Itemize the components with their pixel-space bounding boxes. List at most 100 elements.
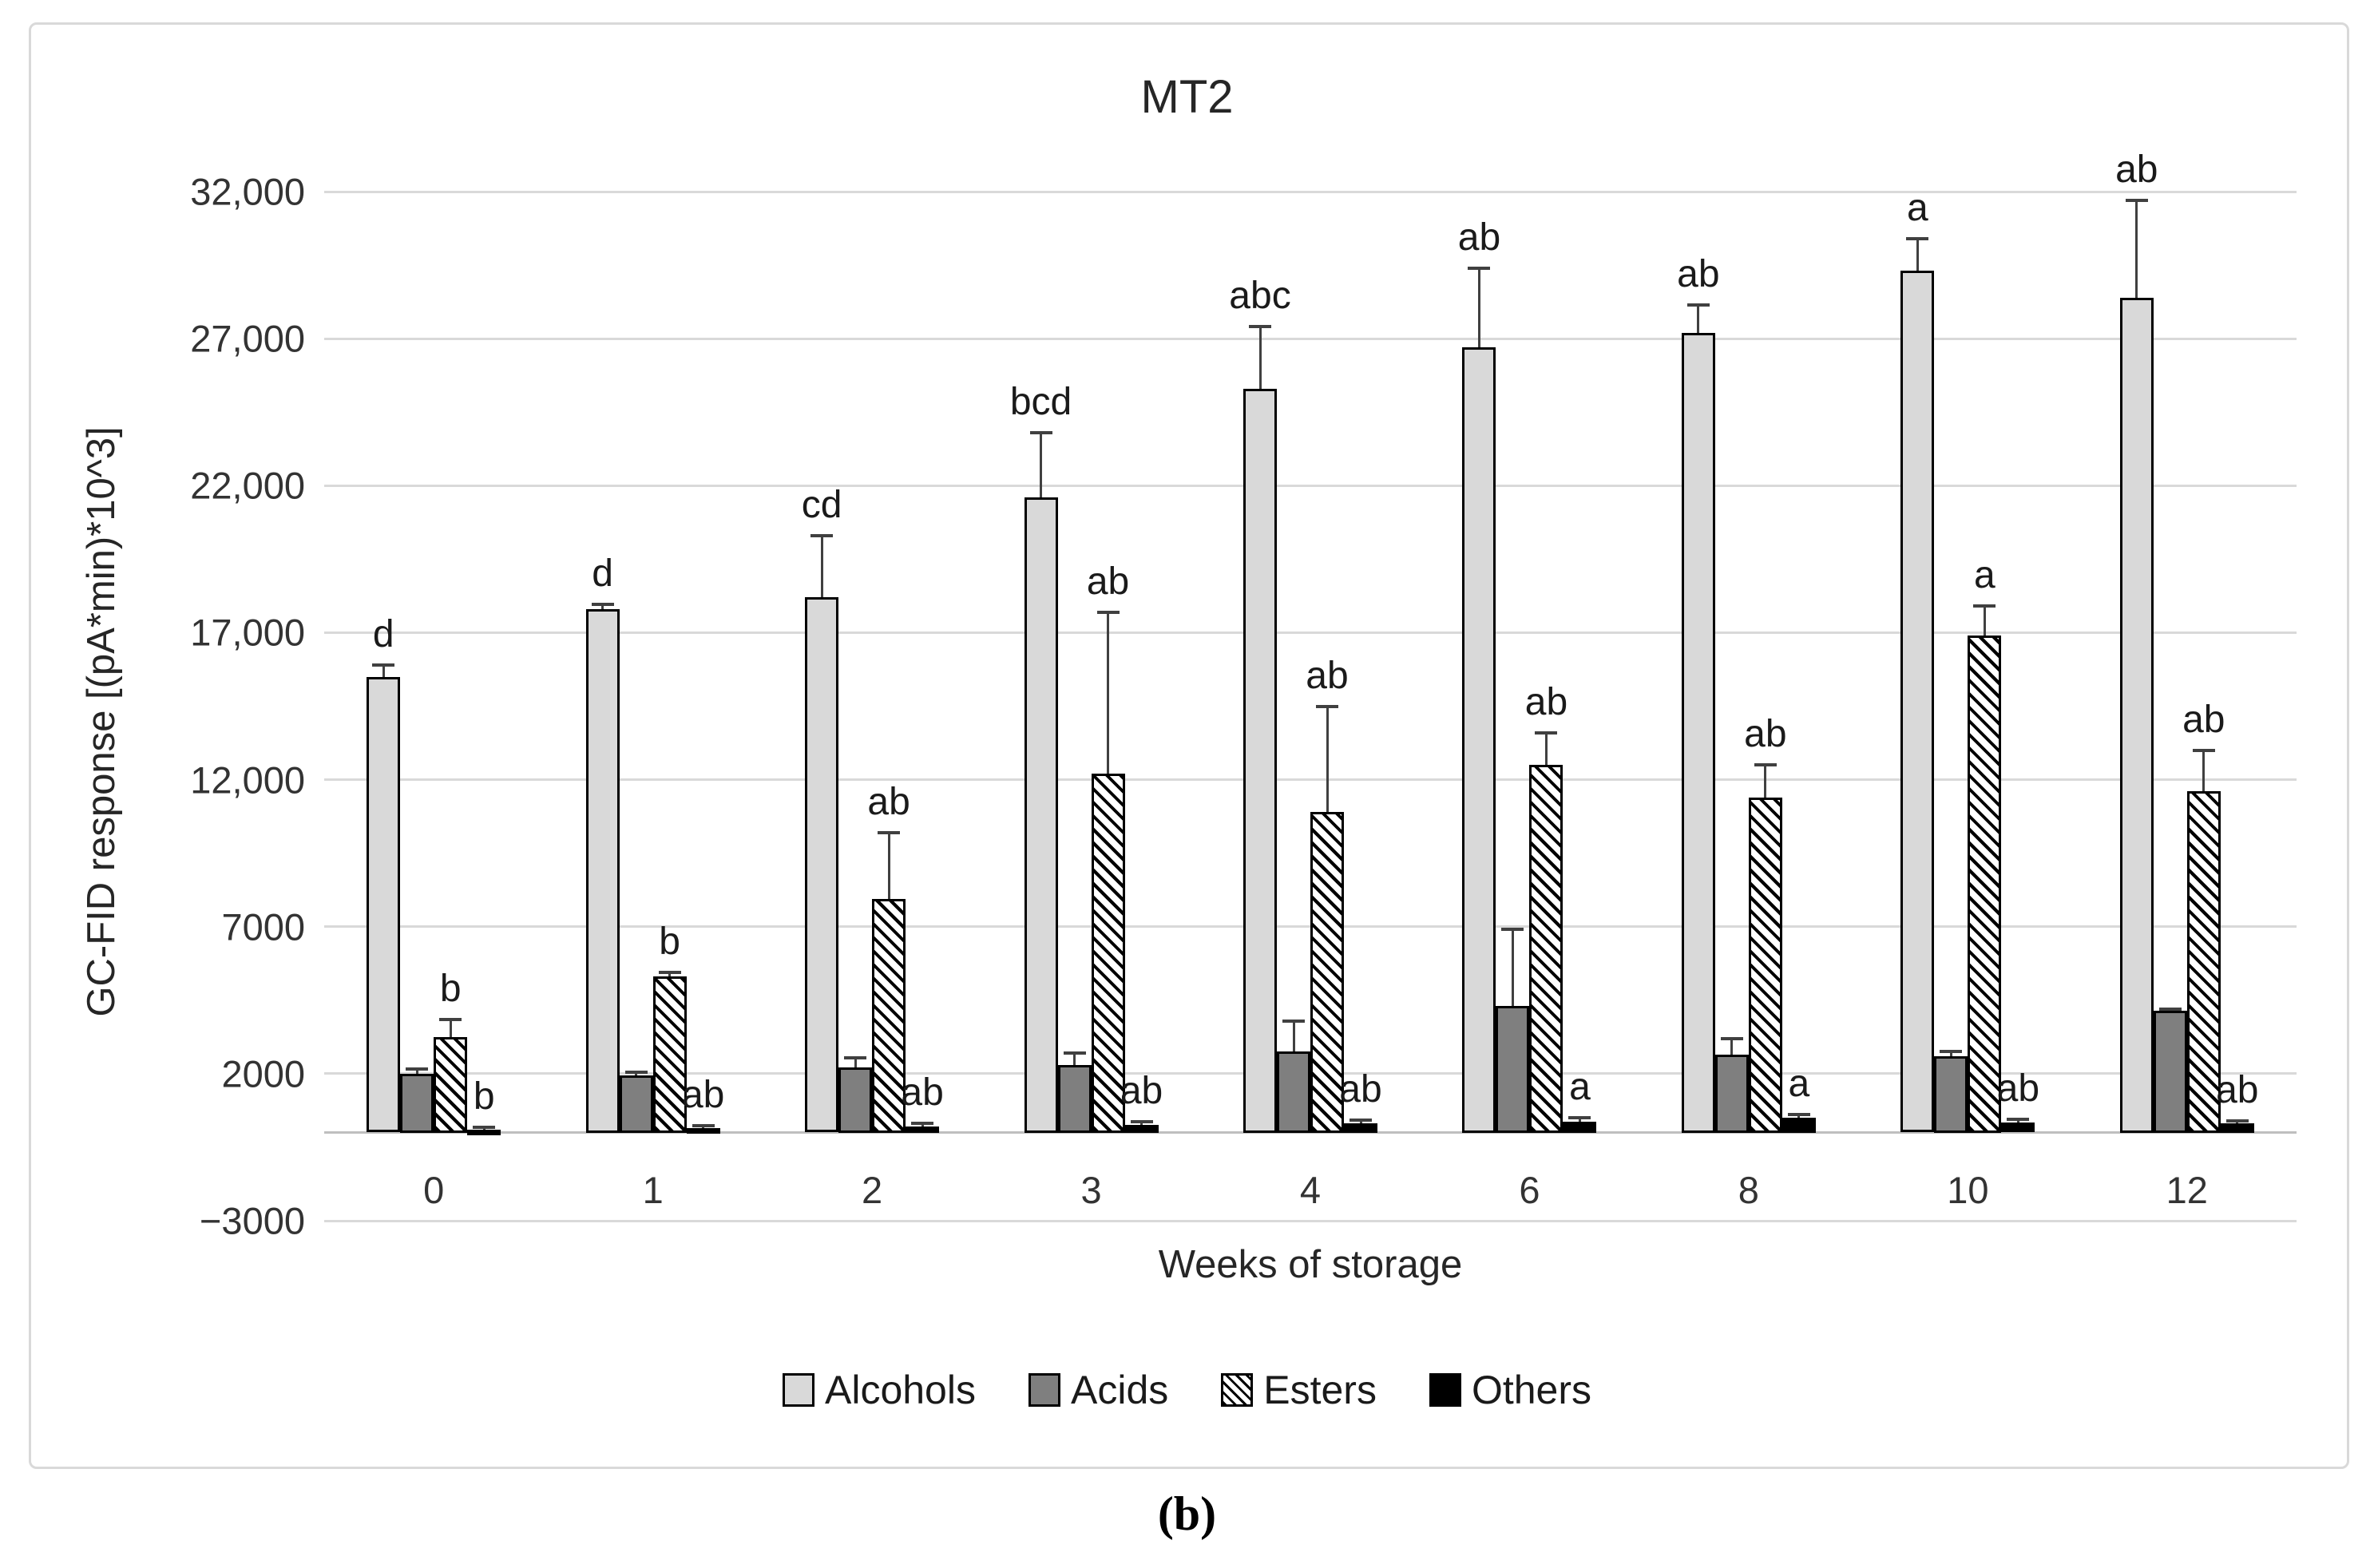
bar-esters-week-1	[652, 976, 687, 1133]
error-bar-cap	[1130, 1119, 1153, 1123]
bar-esters-week-0	[434, 1036, 468, 1133]
legend-item-esters: Esters	[1221, 1367, 1377, 1413]
bar-others-week-10	[2001, 1122, 2035, 1133]
significance-letter: ab	[1744, 713, 1787, 756]
bar-acids-week-12	[2153, 1010, 2187, 1133]
significance-letter: ab	[1524, 680, 1568, 723]
significance-letter: ab	[2182, 698, 2225, 741]
significance-letter: ab	[1306, 654, 1349, 697]
error-bar-cap	[1282, 1019, 1305, 1023]
significance-letter: abc	[1229, 275, 1291, 318]
bar-others-week-8	[1781, 1118, 1816, 1133]
bar-acids-week-4	[1277, 1051, 1310, 1133]
bar-others-week-3	[1124, 1125, 1159, 1133]
bar-esters-week-2	[872, 898, 906, 1133]
bar-others-week-2	[906, 1127, 940, 1133]
y-tick-label: 32,000	[190, 170, 305, 213]
y-axis-tick-labels: 32,000 27,000 22,000 17,000 12,000 7000 2000 −3…	[96, 0, 305, 1568]
significance-letter: b	[439, 967, 462, 1010]
bar-alcohols-week-8	[1681, 332, 1715, 1133]
error-bar-cap	[1940, 1050, 1963, 1054]
error-bar-cap	[473, 1125, 496, 1129]
significance-letter: a	[1973, 554, 1996, 597]
legend-label: Others	[1471, 1368, 1592, 1412]
y-tick-label: 22,000	[190, 464, 305, 507]
error-bar	[1697, 304, 1700, 333]
bar-esters-week-12	[2186, 791, 2221, 1133]
gridline	[324, 190, 2297, 193]
bar-others-week-6	[1563, 1121, 1597, 1133]
error-bar	[1140, 1121, 1143, 1126]
error-bar	[415, 1069, 418, 1074]
error-bar-cap	[1029, 430, 1052, 434]
bar-esters-week-4	[1310, 812, 1344, 1133]
significance-letter: bcd	[1009, 380, 1072, 423]
error-bar-cap	[2007, 1117, 2030, 1121]
significance-letter: ab	[901, 1071, 944, 1115]
significance-letter: ab	[2216, 1068, 2259, 1111]
significance-letter: ab	[1677, 252, 1720, 295]
error-bar-cap	[2158, 1007, 2182, 1011]
error-bar-cap	[844, 1055, 867, 1059]
legend-label: Alcohols	[824, 1368, 976, 1412]
error-bar-cap	[1501, 928, 1524, 932]
error-bar-cap	[1754, 763, 1777, 767]
chart-frame	[29, 22, 2349, 1469]
error-bar	[601, 604, 604, 609]
error-bar	[1949, 1051, 1952, 1056]
x-tick-label: 3	[1080, 1169, 1102, 1211]
y-tick-label: 7000	[221, 905, 305, 948]
error-bar-cap	[1063, 1051, 1086, 1055]
legend-swatch-acids-icon	[1028, 1373, 1060, 1407]
error-bar-cap	[1720, 1036, 1743, 1040]
bar-acids-week-2	[838, 1067, 873, 1133]
y-tick-label: 17,000	[190, 611, 305, 654]
error-bar-cap	[2125, 199, 2148, 203]
significance-letter: a	[1788, 1063, 1810, 1106]
legend: Alcohols Acids Esters Others	[0, 1367, 2374, 1413]
bar-alcohols-week-0	[367, 676, 401, 1133]
significance-letter: a	[1906, 186, 1928, 229]
error-bar	[382, 664, 385, 677]
bar-acids-week-10	[1934, 1055, 1968, 1133]
error-bar-cap	[624, 1071, 648, 1075]
error-bar	[1040, 432, 1043, 497]
y-tick-label: 2000	[221, 1052, 305, 1095]
plot-area: d b b d b ab cd ab ab bcd ab ab abc ab ab ab ab a ab ab a a a a…	[324, 151, 2297, 1222]
error-bar	[1764, 765, 1767, 798]
legend-swatch-esters-icon	[1221, 1373, 1254, 1407]
significance-letter: ab	[1086, 560, 1130, 603]
significance-letter: b	[659, 920, 681, 963]
bar-others-week-12	[2220, 1123, 2254, 1133]
bar-acids-week-6	[1496, 1006, 1530, 1133]
x-tick-label: 6	[1519, 1169, 1540, 1211]
bar-alcohols-week-4	[1243, 388, 1277, 1133]
y-tick-label: 12,000	[190, 758, 305, 802]
x-axis-title: Weeks of storage	[1158, 1243, 1463, 1286]
error-bar	[1326, 706, 1329, 813]
significance-letter: ab	[867, 780, 910, 823]
bar-acids-week-8	[1714, 1054, 1749, 1133]
error-bar-cap	[658, 970, 681, 974]
significance-letter: ab	[1339, 1067, 1382, 1111]
bar-acids-week-1	[619, 1075, 653, 1133]
significance-letter: d	[592, 552, 614, 596]
legend-label: Esters	[1263, 1368, 1377, 1412]
bar-esters-week-6	[1529, 765, 1564, 1133]
error-bar-cap	[1316, 704, 1338, 708]
error-bar-cap	[372, 663, 395, 667]
bar-alcohols-week-1	[585, 608, 620, 1133]
error-bar	[1916, 238, 1919, 271]
error-bar-cap	[1249, 325, 1271, 329]
error-bar-cap	[911, 1122, 934, 1126]
gridline	[324, 1219, 2297, 1222]
bar-others-week-0	[467, 1129, 501, 1135]
x-tick-label: 1	[642, 1169, 664, 1211]
error-bar-cap	[1906, 236, 1929, 240]
error-bar	[1544, 732, 1548, 766]
error-bar-cap	[1535, 731, 1558, 735]
significance-letter: a	[1569, 1066, 1591, 1109]
error-bar	[1730, 1038, 1734, 1055]
significance-letter: ab	[681, 1074, 725, 1117]
bar-alcohols-week-12	[2119, 297, 2154, 1133]
